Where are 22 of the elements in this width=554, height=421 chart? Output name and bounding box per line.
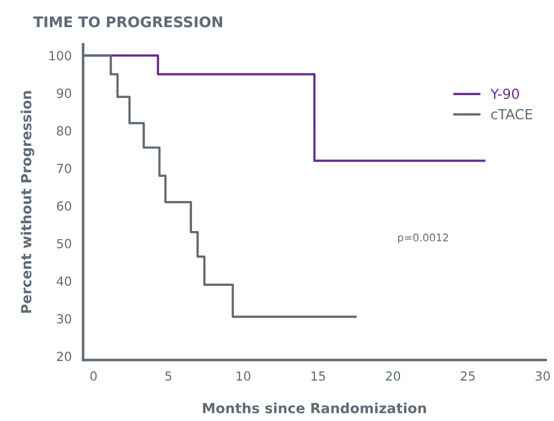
x-tick-label: 0	[90, 371, 97, 381]
x-tick-label: 30	[536, 371, 550, 381]
x-tick-label: 5	[165, 371, 172, 381]
y-tick-label: 40	[56, 276, 72, 286]
y-axis-title: Percent without Progression	[20, 91, 34, 313]
legend-label: cTACE	[491, 108, 532, 120]
y-tick-label: 30	[57, 314, 72, 324]
x-tick-label: 20	[386, 371, 400, 381]
y-tick-label: 90	[56, 88, 72, 98]
chart-title: TIME TO PROGRESSION	[33, 16, 222, 28]
y-tick-label: 100	[50, 50, 72, 60]
x-axis-title: Months since Randomization	[203, 402, 426, 414]
annotation: p=0.0012	[398, 234, 448, 244]
x-tick-label: 15	[312, 371, 325, 381]
x-tick-label: 25	[460, 371, 475, 381]
y-tick-label: 60	[56, 201, 72, 211]
y-tick-label: 50	[57, 238, 72, 248]
legend-label: Y-90	[490, 88, 520, 100]
y-tick-label: 80	[56, 126, 72, 136]
x-tick-label: 10	[236, 371, 250, 381]
y-tick-label: 20	[57, 352, 72, 362]
y-tick-label: 70	[57, 164, 72, 174]
